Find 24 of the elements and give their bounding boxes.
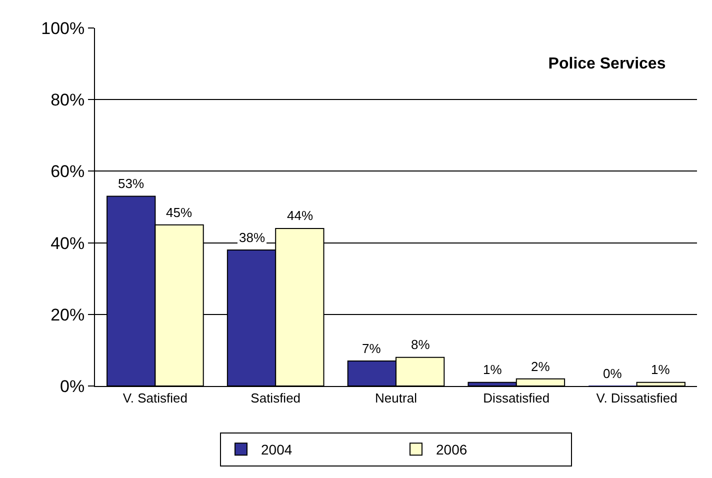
x-tick-label: Dissatisfied	[483, 390, 550, 406]
text: Police Services	[548, 56, 666, 73]
data-label: 8%	[411, 337, 430, 352]
data-label: 0%	[603, 366, 622, 381]
data-label: 53%	[118, 176, 144, 191]
data-label: 7%	[362, 341, 382, 356]
y-tick-label: 60%	[50, 162, 85, 182]
y-tick-label: 0%	[60, 376, 85, 396]
data-label: 45%	[166, 205, 192, 220]
legend-label: 2006	[436, 442, 468, 458]
data-label: 44%	[287, 208, 314, 223]
x-tick-label: Satisfied	[250, 390, 301, 406]
y-tick-label: 40%	[50, 234, 85, 253]
data-label: 38%	[239, 230, 266, 245]
legend-label: 2004	[261, 442, 292, 458]
x-tick-label: Neutral	[375, 390, 418, 406]
x-tick-label: V. Dissatisfied	[596, 390, 678, 406]
y-tick-label: 20%	[50, 305, 85, 324]
data-label: 2%	[531, 359, 550, 374]
y-tick-label: 80%	[50, 90, 85, 110]
y-tick-label: 100%	[41, 18, 85, 38]
data-label: 1%	[651, 362, 670, 377]
data-label: 1%	[483, 362, 502, 377]
x-tick-label: V. Satisfied	[122, 390, 188, 406]
